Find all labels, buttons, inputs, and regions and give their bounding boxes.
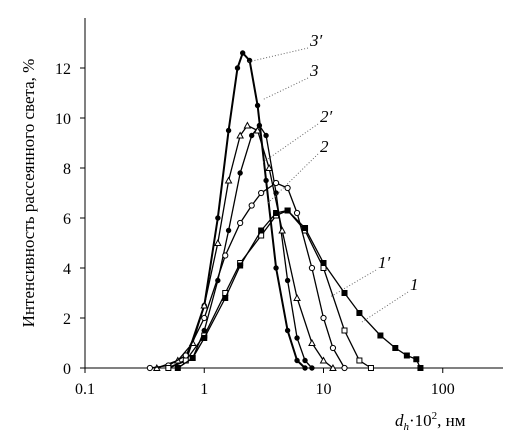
point bbox=[237, 262, 244, 269]
point bbox=[272, 179, 280, 187]
leader-line bbox=[361, 291, 409, 323]
point bbox=[319, 356, 328, 364]
point bbox=[284, 184, 291, 192]
point bbox=[253, 126, 262, 134]
point bbox=[237, 219, 244, 227]
point bbox=[320, 260, 327, 266]
series-label: 3′ bbox=[309, 31, 323, 50]
leader-line bbox=[261, 77, 309, 101]
point bbox=[222, 252, 229, 259]
point bbox=[284, 207, 291, 214]
series-label: 1 bbox=[410, 275, 419, 294]
point bbox=[284, 277, 291, 284]
point bbox=[225, 127, 232, 134]
x-tick-label: 10 bbox=[316, 381, 332, 398]
point bbox=[254, 102, 261, 109]
point bbox=[174, 365, 181, 371]
point bbox=[341, 364, 348, 372]
point bbox=[213, 238, 222, 246]
y-tick-label: 10 bbox=[55, 111, 71, 128]
point bbox=[367, 365, 374, 371]
point bbox=[329, 363, 337, 371]
x-label-part: 2 bbox=[432, 410, 438, 422]
x-tick-label: 1 bbox=[200, 381, 208, 398]
point bbox=[249, 132, 255, 139]
point bbox=[265, 163, 273, 171]
point bbox=[248, 202, 255, 209]
series-line bbox=[149, 182, 346, 369]
point bbox=[222, 295, 229, 301]
series-label: 1′ bbox=[378, 253, 391, 272]
point bbox=[356, 310, 363, 316]
point bbox=[341, 327, 348, 334]
point bbox=[308, 338, 316, 346]
point bbox=[215, 215, 221, 221]
x-label-part: , нм bbox=[437, 411, 466, 430]
series-label: 2 bbox=[320, 137, 329, 156]
point bbox=[294, 357, 300, 364]
y-tick-label: 12 bbox=[55, 61, 71, 78]
point bbox=[308, 264, 316, 272]
point bbox=[258, 189, 265, 197]
point bbox=[278, 226, 286, 234]
point bbox=[237, 170, 243, 176]
point bbox=[189, 355, 196, 361]
point bbox=[302, 365, 308, 371]
y-tick-label: 4 bbox=[63, 261, 71, 278]
point bbox=[256, 122, 263, 129]
point bbox=[239, 50, 246, 56]
series-line bbox=[168, 51, 306, 369]
point bbox=[243, 121, 252, 129]
point bbox=[273, 210, 280, 216]
point bbox=[413, 356, 420, 363]
series-label: 2′ bbox=[320, 107, 333, 126]
point bbox=[403, 352, 410, 359]
point bbox=[356, 357, 363, 364]
point bbox=[302, 357, 308, 364]
point bbox=[263, 132, 269, 139]
point bbox=[341, 290, 348, 296]
series-label: 3 bbox=[309, 61, 319, 80]
point bbox=[309, 365, 315, 371]
y-tick-label: 2 bbox=[63, 311, 71, 328]
x-label-part: h bbox=[404, 421, 410, 433]
y-tick-label: 0 bbox=[63, 361, 71, 378]
leader-line bbox=[329, 269, 377, 298]
y-tick-label: 8 bbox=[63, 161, 71, 178]
point bbox=[377, 332, 384, 339]
point bbox=[273, 265, 279, 271]
point bbox=[165, 365, 172, 371]
point bbox=[284, 327, 291, 334]
point bbox=[320, 314, 327, 322]
point bbox=[294, 335, 300, 341]
point bbox=[302, 225, 309, 231]
point bbox=[246, 57, 253, 64]
point bbox=[293, 293, 301, 301]
point bbox=[225, 227, 232, 234]
point bbox=[417, 365, 424, 371]
point bbox=[236, 131, 244, 139]
point bbox=[201, 335, 208, 341]
point bbox=[201, 314, 208, 322]
point bbox=[263, 177, 269, 184]
x-tick-label: 0.1 bbox=[75, 381, 95, 398]
y-axis-label: Интенсивность рассеянного света, % bbox=[19, 59, 38, 328]
x-label-part: ·10 bbox=[409, 411, 432, 430]
y-tick-label: 6 bbox=[63, 211, 71, 228]
point bbox=[224, 176, 233, 184]
point bbox=[234, 65, 241, 71]
point bbox=[258, 227, 265, 234]
point bbox=[392, 345, 399, 351]
x-axis-label: dh·102, нм bbox=[395, 410, 466, 433]
x-tick-label: 100 bbox=[431, 381, 455, 398]
x-label-part: d bbox=[395, 411, 404, 430]
point bbox=[293, 209, 301, 217]
point bbox=[146, 364, 153, 372]
point bbox=[329, 344, 337, 352]
leader-line bbox=[247, 47, 309, 63]
point bbox=[200, 301, 209, 309]
